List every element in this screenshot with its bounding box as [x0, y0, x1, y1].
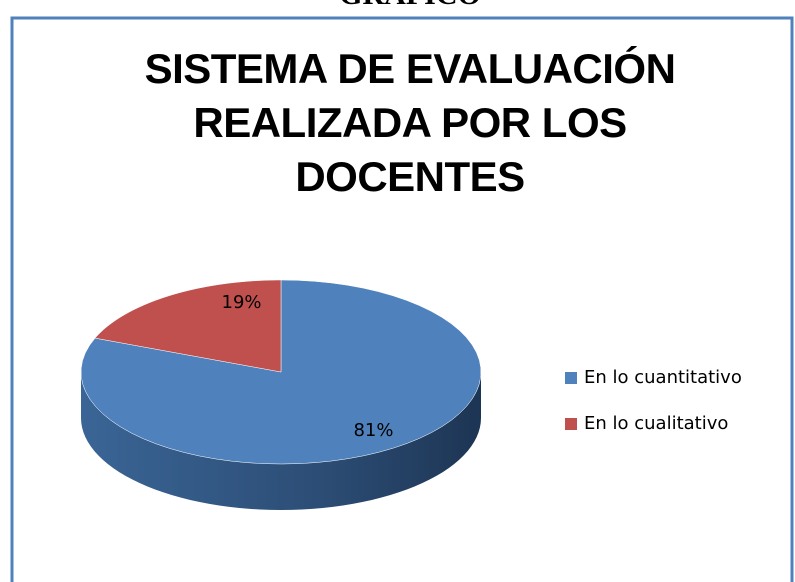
- chart-frame: [10, 16, 794, 582]
- chart-title: SISTEMA DE EVALUACIÓN REALIZADA POR LOS …: [144, 45, 676, 200]
- data-label: 19%: [222, 292, 262, 313]
- legend-swatch: [565, 418, 577, 430]
- caption: GRÁFICO: [0, 0, 795, 12]
- pie-slice: [94, 279, 282, 373]
- legend-swatch: [565, 372, 577, 384]
- pie-slice-side: [81, 372, 481, 510]
- data-label: 81%: [353, 420, 393, 441]
- legend-label: En lo cuantitativo: [584, 367, 742, 388]
- legend-label: En lo cualitativo: [584, 413, 728, 434]
